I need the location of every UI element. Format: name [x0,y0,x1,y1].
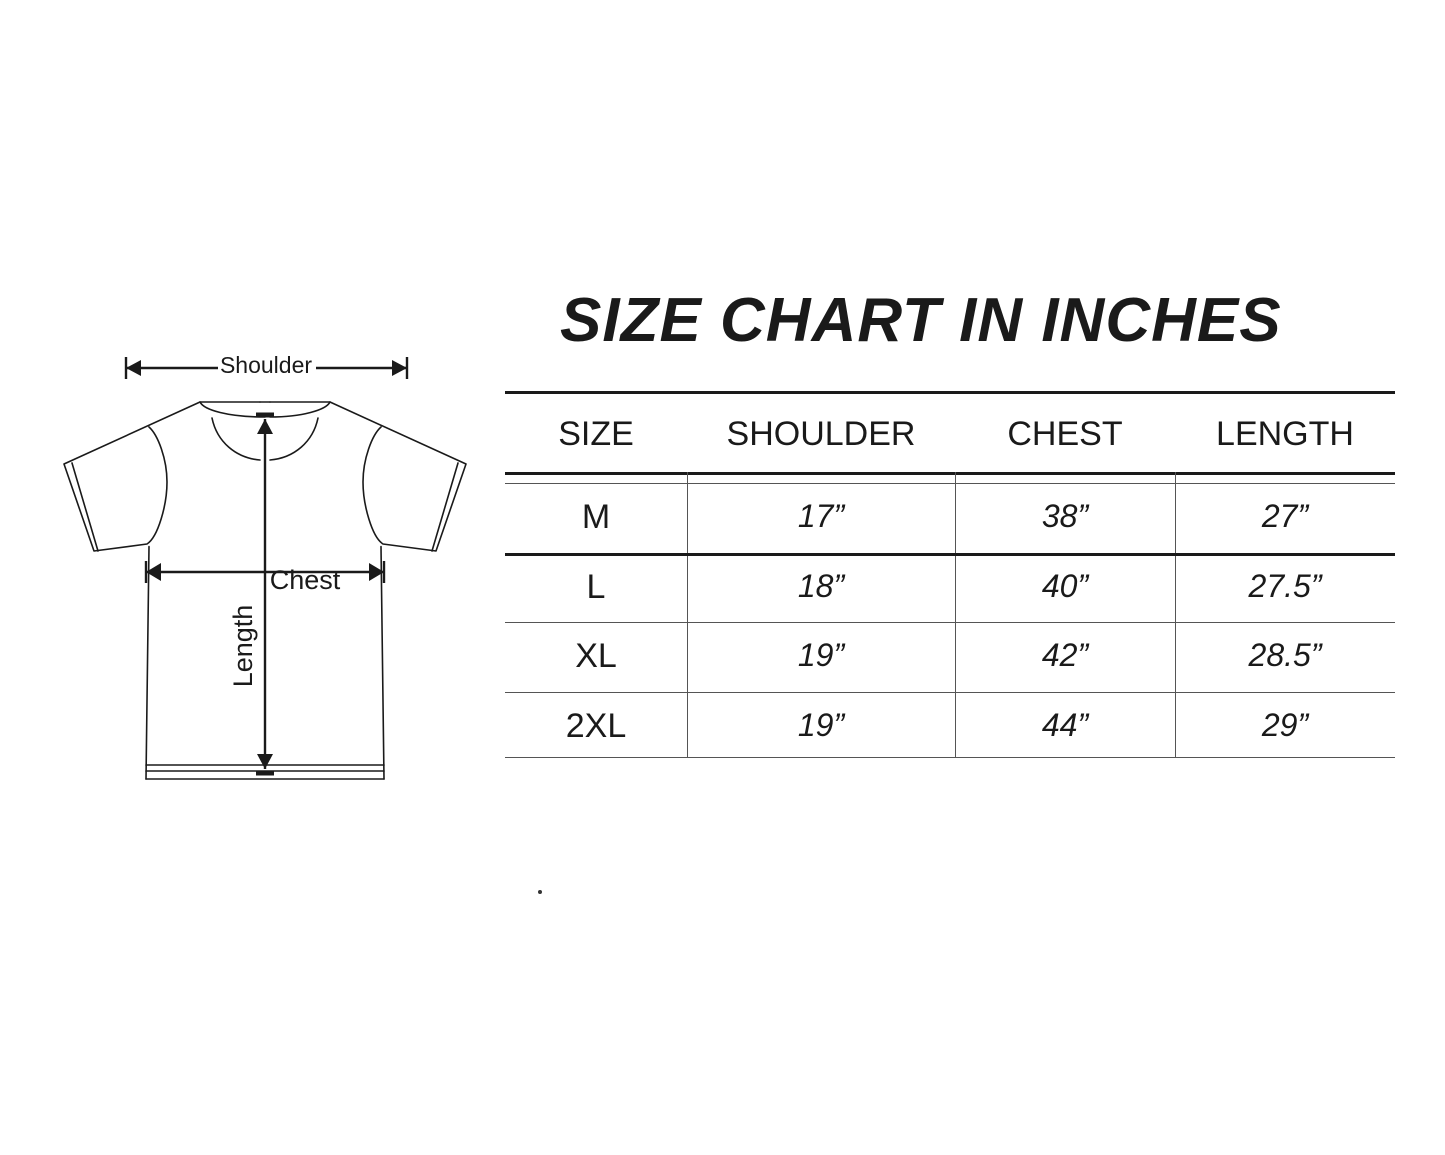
svg-text:Shoulder: Shoulder [220,352,312,378]
svg-text:Chest: Chest [270,565,341,595]
svg-text:Length: Length [228,605,258,688]
